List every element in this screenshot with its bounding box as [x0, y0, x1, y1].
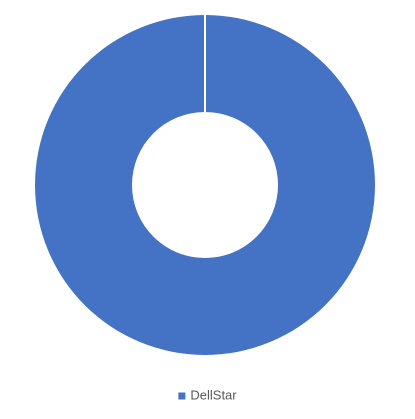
legend-swatch — [178, 392, 186, 400]
legend-label: DellStar — [190, 387, 237, 402]
donut-slice — [35, 15, 375, 355]
